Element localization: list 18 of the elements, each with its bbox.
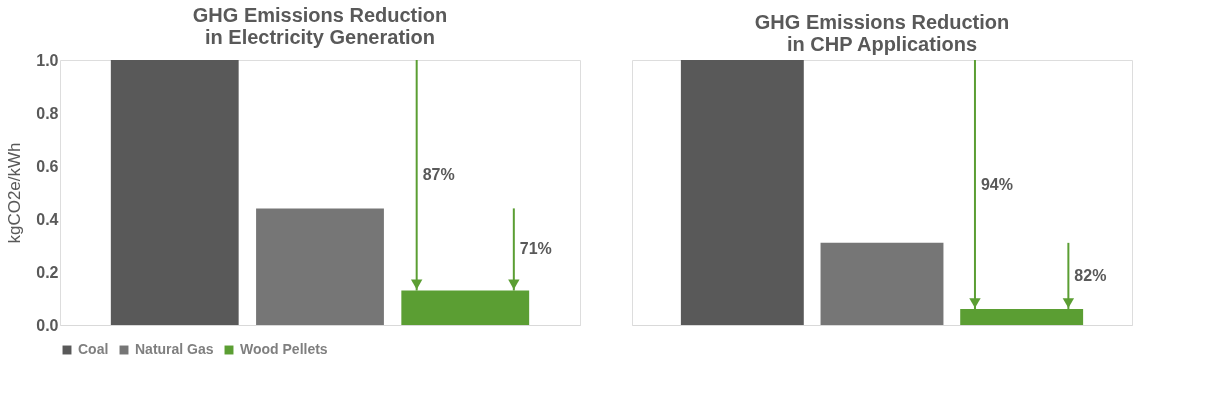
- bar: [256, 208, 384, 325]
- annotation: 82%: [1074, 266, 1107, 284]
- legend-label: Natural Gas: [135, 341, 214, 357]
- y-tick-label: 0.6: [36, 157, 59, 175]
- y-axis-title: kgCO2e/kWh: [5, 142, 25, 244]
- y-tick-label: 1.0: [36, 51, 59, 69]
- y-tick-label: 0.4: [36, 210, 59, 228]
- chart-title: GHG Emissions Reduction in Electricity Generation: [192, 4, 448, 48]
- y-tick-label: 0.8: [36, 104, 59, 122]
- legend-label: Wood Pellets: [240, 341, 328, 357]
- annotation: 94%: [980, 175, 1013, 193]
- legend-label: Coal: [78, 341, 109, 357]
- annotation: 71%: [519, 240, 552, 258]
- bar: [110, 60, 239, 325]
- y-tick-label: 0.0: [36, 316, 59, 334]
- chart-title: GHG Emissions Reduction in CHP Applications: [754, 11, 1010, 55]
- annotation: 87%: [422, 166, 455, 184]
- y-tick-label: 0.2: [36, 263, 59, 281]
